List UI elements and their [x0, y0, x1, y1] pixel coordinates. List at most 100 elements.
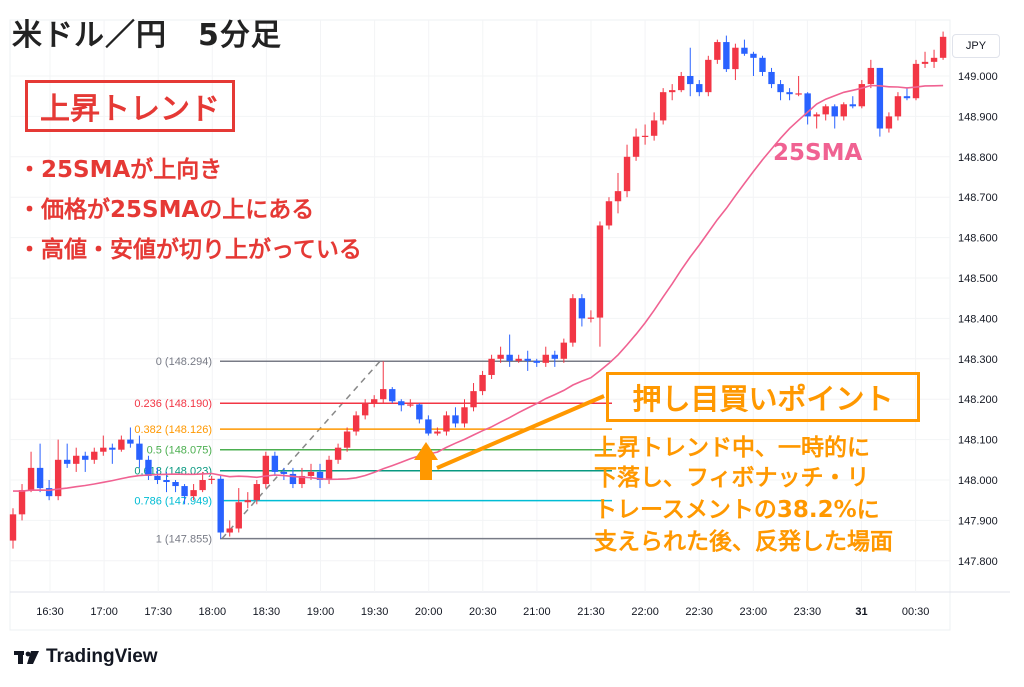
candle: [768, 67, 775, 89]
candle: [145, 455, 152, 480]
candle-body: [416, 404, 423, 420]
candle: [361, 399, 369, 420]
time-tick-label: 19:00: [307, 606, 335, 618]
time-tick-label: 22:00: [631, 606, 659, 618]
candle-body: [921, 61, 929, 64]
plot-frame: [9, 19, 951, 631]
time-tick-label: 00:30: [902, 606, 930, 618]
candle: [127, 427, 134, 448]
fib-level-label: 0.786 (147.949): [134, 496, 212, 508]
time-axis[interactable]: 16:30 17:00 17:30 18:00 18:30 19:00 19:30 20:00…: [36, 606, 929, 618]
candle-body: [253, 484, 261, 501]
time-tick-label: 18:00: [199, 606, 227, 618]
candle: [939, 31, 947, 60]
candle: [244, 492, 251, 509]
candle-body: [714, 42, 721, 60]
candle-body: [470, 391, 477, 408]
candle-body: [650, 120, 658, 136]
candle-body: [551, 354, 558, 359]
candle-body: [750, 53, 757, 58]
bullet-item: ・高値・安値が切り上がっている: [18, 237, 362, 263]
sma-25-line: [13, 84, 944, 492]
candle: [696, 80, 703, 97]
candle-body: [533, 360, 540, 363]
time-tick-label: 17:30: [144, 606, 172, 618]
candle: [289, 467, 297, 489]
candle: [262, 451, 270, 489]
fib-level-label: 1 (147.855): [156, 534, 212, 546]
candle-body: [813, 114, 820, 117]
candle: [650, 112, 658, 141]
candle-body: [741, 47, 748, 54]
candle-body: [876, 67, 884, 129]
candle-body: [54, 459, 62, 497]
candle: [668, 84, 676, 101]
candle: [614, 172, 622, 214]
candle: [154, 467, 161, 485]
candle: [687, 47, 694, 97]
bullet-item: ・価格が25SMAの上にある: [18, 197, 315, 223]
currency-button[interactable]: JPY: [952, 34, 1000, 58]
candle: [795, 76, 802, 97]
tradingview-wordmark: TradingView: [46, 646, 158, 667]
candle-body: [560, 342, 568, 359]
candle: [741, 39, 748, 56]
candle-body: [488, 358, 495, 375]
candle: [271, 451, 279, 476]
candle: [334, 443, 342, 464]
candle: [777, 80, 784, 101]
candle: [623, 144, 631, 198]
candle-body: [136, 443, 143, 460]
candle-body: [244, 500, 251, 503]
candle-body: [45, 488, 53, 497]
candle: [316, 463, 324, 489]
price-tick-label: 148.100: [958, 435, 998, 447]
candle-body: [398, 401, 405, 406]
candle: [732, 43, 739, 81]
time-tick-label: 17:00: [90, 606, 118, 618]
candle: [136, 435, 143, 468]
candle-body: [461, 407, 468, 424]
candle: [921, 51, 929, 68]
candle-body: [361, 403, 369, 416]
time-tick-label: 21:30: [577, 606, 605, 618]
candle-body: [217, 478, 224, 533]
candle-body: [687, 76, 694, 85]
candle-body: [271, 455, 279, 472]
candle-body: [280, 471, 288, 474]
fib-level-label: 0.5 (148.075): [147, 445, 212, 457]
candle: [190, 484, 197, 501]
candle: [109, 443, 116, 464]
candle-body: [100, 447, 107, 452]
candle: [398, 399, 405, 412]
candle: [226, 520, 233, 537]
candle: [343, 427, 351, 452]
note-line: 上昇トレンド中、一時的に: [594, 435, 870, 461]
candle: [253, 480, 261, 505]
annotation-arrow: [414, 394, 605, 480]
candle: [542, 346, 549, 367]
candle: [524, 350, 531, 371]
candles: [9, 31, 947, 549]
candle: [515, 354, 522, 363]
fibonacci-retracement[interactable]: 0 (148.294) 0.236 (148.190) 0.382 (148.126…: [134, 356, 612, 546]
price-tick-label: 148.400: [958, 313, 998, 325]
candle-body: [407, 404, 414, 406]
tradingview-logo[interactable]: TradingView: [14, 646, 158, 668]
price-tick-label: 148.600: [958, 233, 998, 245]
price-tick-label: 148.200: [958, 394, 998, 406]
candle-body: [587, 317, 595, 319]
candle-body: [36, 467, 44, 489]
candle: [443, 411, 450, 436]
candle-body: [632, 136, 640, 157]
candle: [18, 484, 26, 521]
candle: [172, 480, 179, 493]
candle-body: [343, 431, 351, 448]
candle-body: [930, 57, 938, 62]
candle-body: [434, 431, 441, 434]
candle: [569, 294, 577, 347]
candle: [587, 310, 595, 323]
price-axis[interactable]: 149.000 148.900 148.800 148.700 148.600 148.5…: [958, 71, 998, 568]
candle-body: [109, 447, 116, 450]
